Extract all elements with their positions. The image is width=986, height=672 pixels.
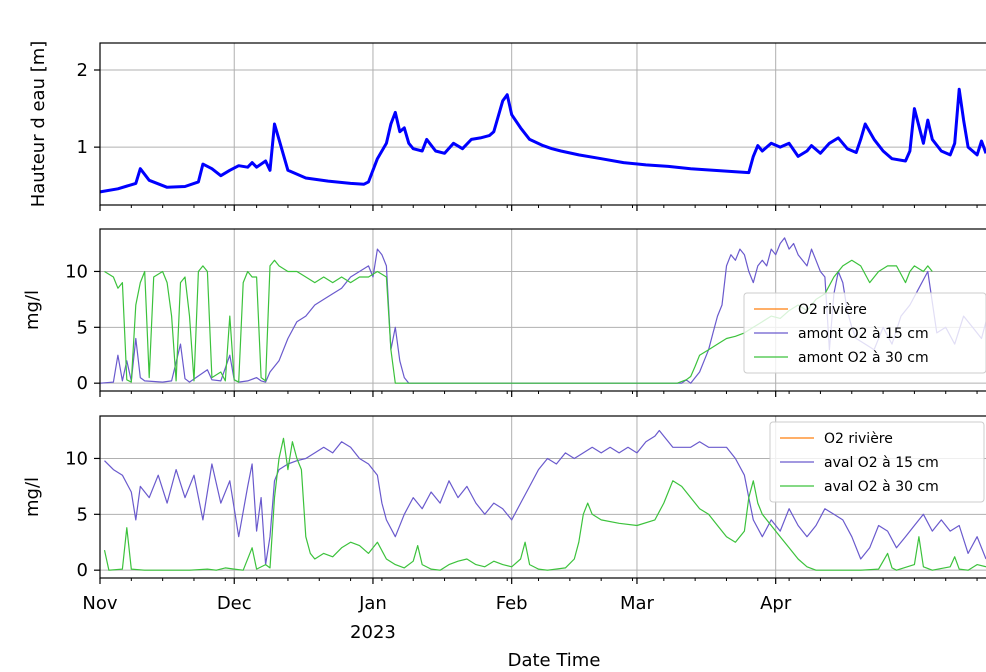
series-line-2	[104, 429, 986, 566]
legend: O2 rivière aval O2 à 15 cm aval O2 à 30 cm	[769, 421, 985, 503]
x-tick-label: Jan	[358, 593, 387, 614]
legend: O2 rivière amont O2 à 15 cm amont O2 à 30 …	[743, 292, 986, 374]
x-tick-label: Apr	[760, 593, 792, 614]
legend-label: O2 rivière	[824, 431, 893, 447]
axes-frame	[99, 228, 986, 392]
y-axis-label: Hauteur d eau [m]	[28, 41, 49, 208]
y-tick-label: 10	[65, 448, 88, 469]
x-tick-label: Nov	[82, 593, 117, 614]
panel-3: 0 5 10 mg/l O2 rivière aval O2 à 15 cm aval O2…	[22, 415, 986, 584]
x-year-label: 2023	[350, 622, 396, 643]
y-tick-label: 5	[77, 317, 88, 338]
y-tick-label: 0	[77, 560, 88, 581]
y-axis-label: mg/l	[22, 290, 43, 330]
y-tick-label: 10	[65, 261, 88, 282]
legend-label: aval O2 à 15 cm	[824, 455, 939, 471]
legend-label: aval O2 à 30 cm	[824, 479, 939, 495]
legend-label: O2 rivière	[798, 302, 867, 318]
axes-frame	[99, 415, 986, 579]
x-tick-label: Mar	[620, 593, 655, 614]
x-tick-label: Dec	[217, 593, 252, 614]
panel-1: 1 2 Hauteur d eau [m]	[28, 41, 986, 211]
x-tick-label: Feb	[496, 593, 528, 614]
series-line-1	[99, 87, 986, 194]
y-tick-label: 5	[77, 504, 88, 525]
legend-label: amont O2 à 15 cm	[798, 326, 929, 342]
y-tick-label: 2	[77, 60, 88, 81]
axes-frame	[99, 42, 986, 206]
y-tick-label: 1	[77, 137, 88, 158]
panel-2: 0 5 10 mg/l O2 rivière amont O2 à 15 cm amont …	[22, 228, 986, 397]
legend-label: amont O2 à 30 cm	[798, 350, 929, 366]
series-line-3	[103, 437, 986, 571]
y-tick-label: 0	[77, 373, 88, 394]
y-axis-label: mg/l	[22, 477, 43, 517]
legend-box	[743, 292, 986, 374]
x-axis-label: Date Time	[508, 650, 601, 671]
legend-box	[769, 421, 985, 503]
